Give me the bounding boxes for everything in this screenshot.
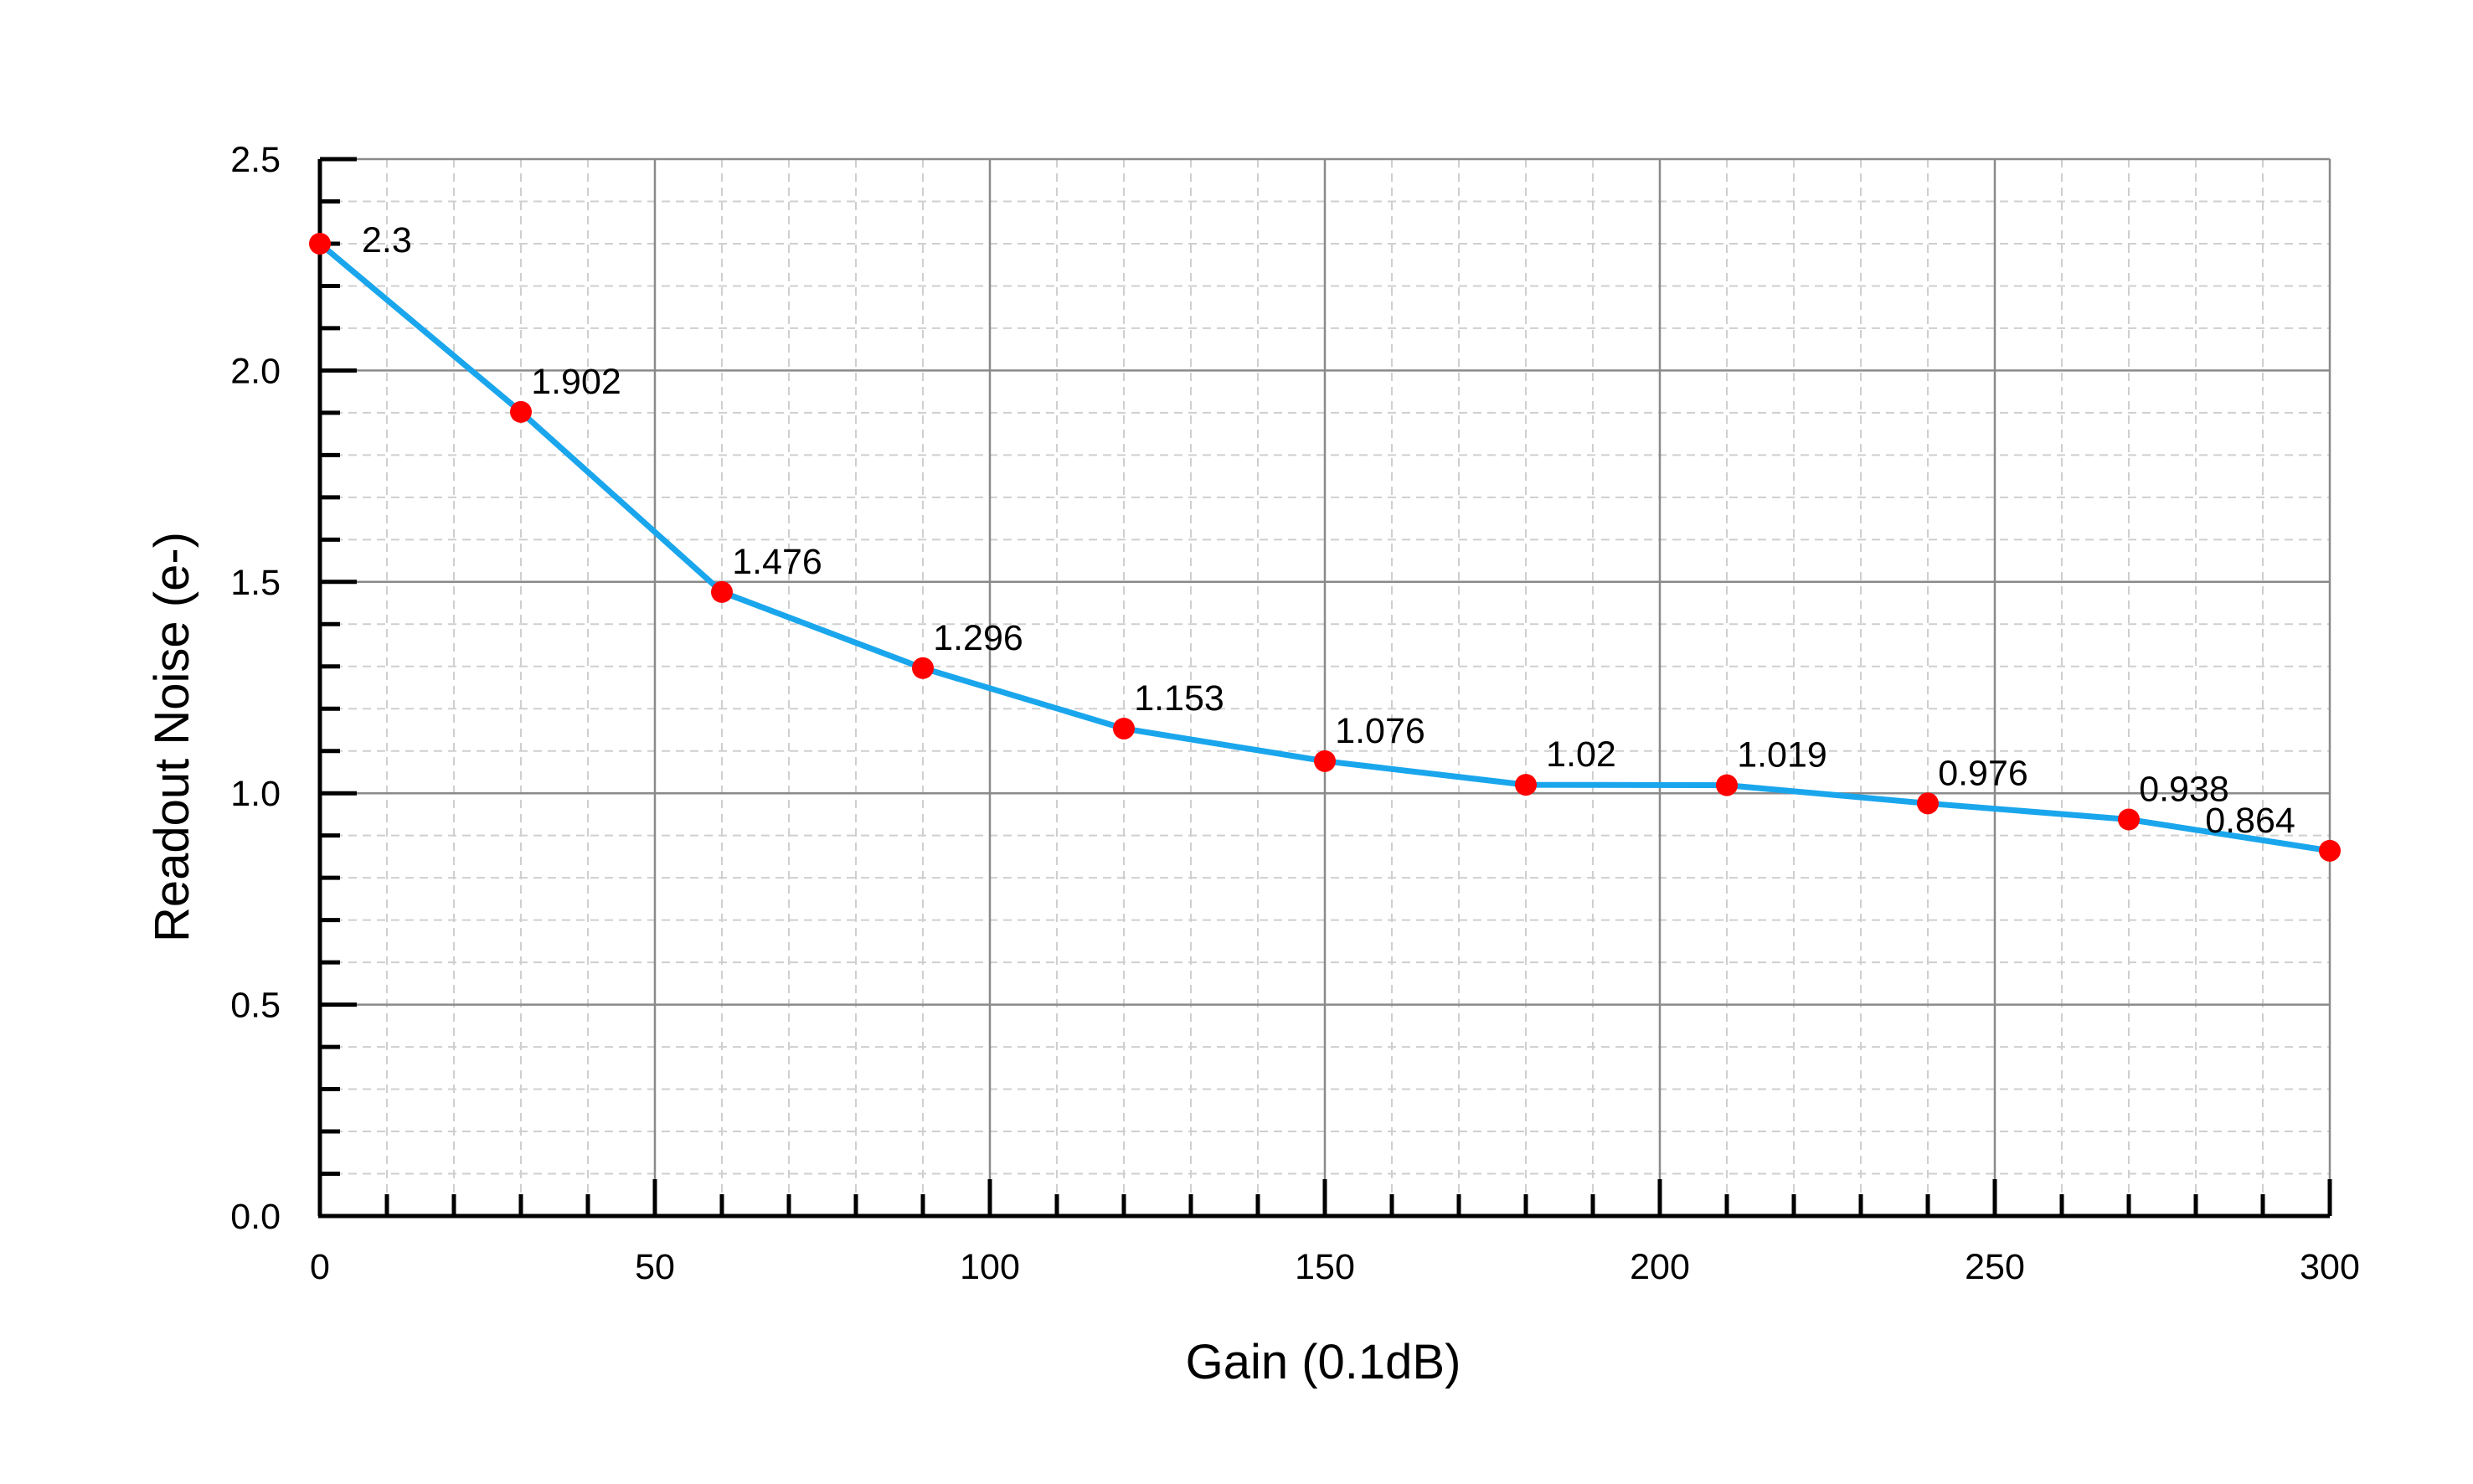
x-tick-label: 50 [635,1247,675,1287]
y-tick-label: 0.0 [230,1197,281,1237]
data-label: 0.864 [2205,801,2295,841]
data-label: 1.076 [1335,711,1425,751]
x-tick-label: 200 [1630,1247,1690,1287]
y-tick-labels: 0.0 0.5 1.0 1.5 2.0 2.5 [230,140,281,1237]
x-tick-label: 300 [2300,1247,2360,1287]
y-tick-label: 2.0 [230,351,281,391]
data-label: 1.902 [531,362,621,402]
data-label: 1.019 [1737,735,1827,775]
series-markers-group [309,232,2341,862]
y-tick-label: 0.5 [230,986,281,1026]
x-tick-label: 250 [1965,1247,2025,1287]
data-label: 1.153 [1134,678,1224,719]
x-tick-labels: 0 50 100 150 200 250 300 [310,1247,2360,1287]
data-point [2118,808,2140,831]
x-tick-label: 0 [310,1247,330,1287]
data-point [2319,839,2341,862]
data-label: 0.976 [1938,753,2028,793]
data-point [1113,717,1135,739]
tick-marks [317,157,2332,1219]
data-point [1515,774,1537,796]
y-axis-title: Readout Noise (e-) [145,532,199,942]
data-point [309,232,331,255]
data-point [711,580,733,603]
y-tick-label: 1.0 [230,774,281,814]
data-label: 0.938 [2139,769,2229,809]
data-point [510,400,532,423]
x-tick-label: 150 [1295,1247,1355,1287]
data-label: 1.476 [732,542,822,582]
data-label: 2.3 [362,220,412,260]
major-gridlines [320,157,2331,1216]
data-labels-group: 2.3 1.902 1.476 1.296 1.153 1.076 1.02 1.019 0.9… [362,220,2295,841]
data-point [1314,750,1336,772]
data-label: 1.296 [933,618,1023,658]
y-tick-label: 1.5 [230,563,281,603]
x-tick-label: 100 [960,1247,1020,1287]
x-axis-title: Gain (0.1dB) [1186,1335,1461,1389]
data-label: 1.02 [1546,734,1616,775]
y-tick-label: 2.5 [230,140,281,180]
data-point [1716,774,1738,796]
data-point [912,657,934,679]
data-point [1917,792,1939,815]
